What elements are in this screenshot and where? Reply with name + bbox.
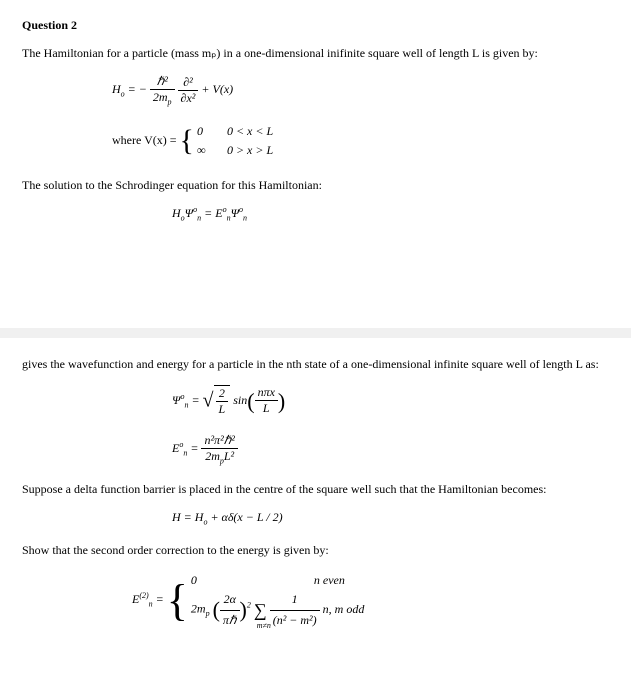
E2-cases: 0 n even 2mp (2απℏ)2 ∑m≠n 1(n² − m²) n, … [191,571,364,630]
H0-num2: ∂² [178,75,199,91]
sum-icon: ∑m≠n [254,596,267,625]
psi-sqrt-num: 2 [216,386,229,402]
E2-lhs: E(2)n [132,592,153,606]
schr-H: Ho [172,206,185,220]
page-2: gives the wavefunction and energy for a … [0,338,631,700]
equation-schrodinger: HoΨon = EonΨon [22,205,609,222]
schr-psi-r: Ψon [231,206,247,220]
schr-eq: = [201,206,215,220]
equation-H0: Ho = − ℏ² 2mp ∂² ∂x² + V(x) [22,74,609,106]
psi-sqrt-den: L [216,402,229,417]
case1-cond: 0 < x < L [227,122,273,141]
H0-lhs: Ho [112,82,125,96]
psi-sin: sin [230,393,247,407]
H0-den1: 2mp [150,90,175,106]
psi-lhs: Ψon [172,393,188,407]
intro-paragraph: The Hamiltonian for a particle (mass mₚ)… [22,45,609,62]
psi-arg: nπxL [255,385,278,416]
page-gap [0,328,631,338]
psi-arg-den: L [255,401,278,416]
E2-paren-den: πℏ [220,611,240,630]
H0-den2: ∂x² [178,91,199,106]
case2-cond: 0 > x > L [227,141,273,160]
schr-psi-l: Ψon [185,206,201,220]
wavefunction-intro: gives the wavefunction and energy for a … [22,356,609,373]
schr-E: Eon [215,206,230,220]
E-eq: = [187,441,201,455]
E2-paren-num: 2α [220,590,240,610]
H0-eq-sign: = − [125,82,147,96]
E2-sumfrac-den: (n² − m²) [270,611,320,630]
E-num: n²π²ℏ² [201,433,237,449]
E2-case2-r: n, m odd [323,600,365,619]
H0-frac2: ∂² ∂x² [178,75,199,106]
equation-E: Eon = n²π²ℏ² 2mpL² [22,433,609,465]
show-intro: Show that the second order correction to… [22,542,609,559]
case1-value: 0 [197,122,227,141]
psi-arg-num: nπx [255,385,278,401]
E2-case1-l: 0 [191,571,311,590]
E-frac: n²π²ℏ² 2mpL² [201,433,237,465]
Vx-cases: 00 < x < L ∞0 > x > L [197,122,273,160]
H0-tail: + V(x) [198,82,233,96]
E-lhs: Eon [172,441,187,455]
E-den: 2mpL² [201,449,237,465]
Hp-body: H = Ho + αδ(x − L / 2) [172,510,283,524]
E2-sumfrac-num: 1 [270,590,320,610]
delta-intro: Suppose a delta function barrier is plac… [22,481,609,498]
equation-Hprime: H = Ho + αδ(x − L / 2) [22,510,609,526]
H0-num1: ℏ² [150,74,175,90]
where-label: where V(x) = [112,133,180,147]
brace-icon: { [180,129,194,153]
psi-sqrt: √2L [203,385,231,417]
E2-case1-r: n even [314,571,345,590]
schrodinger-intro: The solution to the Schrodinger equation… [22,177,609,194]
page-1: Question 2 The Hamiltonian for a particl… [0,0,631,328]
equation-E2: E(2)n = { 0 n even 2mp (2απℏ)2 ∑m≠n 1(n²… [22,571,609,630]
equation-psi: Ψon = √2L sin(nπxL) [22,385,609,417]
question-title: Question 2 [22,18,609,33]
H0-frac1: ℏ² 2mp [150,74,175,106]
psi-eq: = [188,393,202,407]
case2-value: ∞ [197,141,227,160]
brace-icon-large: { [167,583,188,618]
E2-eq: = [153,592,167,606]
E2-case2-l: 2mp (2απℏ)2 ∑m≠n 1(n² − m²) [191,590,320,629]
equation-Vx: where V(x) = { 00 < x < L ∞0 > x > L [22,122,609,160]
